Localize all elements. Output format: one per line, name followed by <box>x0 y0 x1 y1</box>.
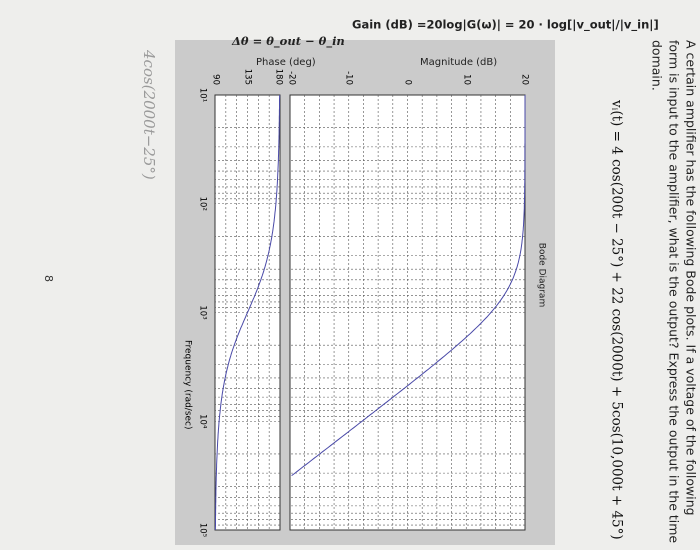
phase-tick-label: 135 <box>243 69 253 85</box>
equation: vᵢ(t) = 4 cos(200t − 25°) + 22 cos(2000t… <box>609 99 625 540</box>
frequency-tick-label: 10³ <box>198 305 208 319</box>
magnitude-curve <box>291 95 526 477</box>
question-line: form is input to the amplifier, what is … <box>667 40 682 543</box>
handwritten-note: 4cos(2000t−25°) <box>140 49 158 180</box>
magnitude-tick-label: 20 <box>520 74 530 85</box>
magnitude-tick-label: -10 <box>344 71 354 85</box>
magnitude-axis-label: Magnitude (dB) <box>420 57 497 68</box>
frequency-tick-label: 10⁵ <box>198 523 208 537</box>
frequency-tick-label: 10¹ <box>198 88 208 102</box>
rotated-page: A certain amplifier has the following Bo… <box>42 40 699 545</box>
magnitude-tick-label: -20 <box>287 71 297 85</box>
phase-tick-label: 180 <box>274 69 284 85</box>
page-number: 8 <box>42 275 55 282</box>
magnitude-tick-label: 0 <box>403 80 413 85</box>
gain-formula: Gain (dB) =20log|G(ω)| = 20 · log[|v_out… <box>352 18 659 33</box>
phase-axis-label: Phase (deg) <box>256 57 316 68</box>
phase-tick-label: 90 <box>211 74 221 85</box>
plot-title: Bode Diagram <box>537 243 547 307</box>
frequency-ticks: 10¹ 10² 10³ 10⁴ 10⁵ <box>198 88 208 537</box>
magnitude-tick-label: 10 <box>462 74 472 85</box>
phase-curve <box>214 95 281 530</box>
question-line: A certain amplifier has the following Bo… <box>684 40 699 516</box>
grid <box>215 95 525 530</box>
question-line: domain. <box>650 40 665 91</box>
frequency-tick-label: 10⁴ <box>198 414 208 429</box>
phase-formula: Δθ = θ_out − θ_in <box>231 34 345 49</box>
frequency-tick-label: 10² <box>198 197 208 211</box>
x-axis-label: Frequency (rad/sec) <box>183 340 193 430</box>
